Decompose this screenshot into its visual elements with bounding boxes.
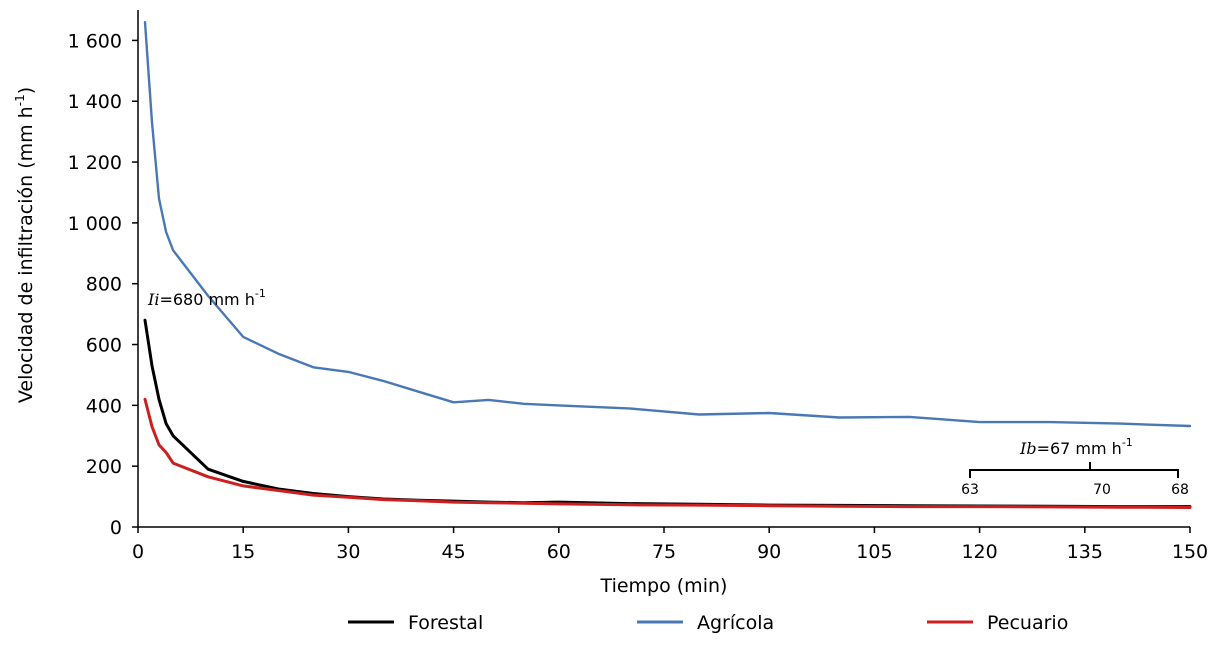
series-line-agricola — [143, 21, 1192, 428]
ib-value-2: 70 — [1093, 482, 1111, 498]
x-tick-label: 120 — [961, 541, 997, 563]
ib-value-1: 63 — [961, 482, 979, 498]
y-tick-label: 1 600 — [68, 30, 122, 52]
annotations: Ii=680 mm h-1 Ib=67 mm h-1 63 70 68 — [147, 287, 1189, 498]
x-tick-label: 150 — [1172, 541, 1208, 563]
y-tick-label: 0 — [110, 517, 122, 539]
series-line-pecuario — [143, 397, 1192, 509]
x-tick-label: 30 — [336, 541, 360, 563]
x-tick-label: 45 — [442, 541, 466, 563]
x-axis-title: Tiempo (min) — [600, 575, 728, 597]
axes: 0 15 30 45 60 75 90 105 120 135 150 0 200 400 600 800 1 … — [68, 10, 1208, 563]
legend-label: Forestal — [408, 612, 483, 634]
legend: Forestal Agrícola Pecuario — [348, 612, 1068, 634]
legend-label: Agrícola — [697, 612, 774, 634]
x-tick-label: 135 — [1067, 541, 1103, 563]
basic-infiltration-annotation: Ib=67 mm h-1 — [1019, 436, 1133, 458]
series-layer — [143, 21, 1192, 509]
x-tick-label: 15 — [231, 541, 255, 563]
y-tick-label: 400 — [86, 395, 122, 417]
x-tick-label: 0 — [132, 541, 144, 563]
basic-infiltration-bracket — [969, 462, 1179, 478]
legend-label: Pecuario — [987, 612, 1068, 634]
y-tick-label: 600 — [86, 335, 122, 357]
ib-value-3: 68 — [1171, 482, 1189, 498]
x-tick-label: 105 — [856, 541, 892, 563]
y-tick-label: 1 000 — [68, 213, 122, 235]
x-tick-label: 75 — [652, 541, 676, 563]
initial-infiltration-annotation: Ii=680 mm h-1 — [147, 287, 266, 309]
x-tick-label: 60 — [547, 541, 571, 563]
y-axis-title: Velocidad de infiltración (mm h-1) — [13, 87, 37, 403]
y-tick-label: 1 200 — [68, 152, 122, 174]
y-tick-label: 1 400 — [68, 91, 122, 113]
x-tick-label: 90 — [757, 541, 781, 563]
y-tick-label: 200 — [86, 456, 122, 478]
y-tick-label: 800 — [86, 274, 122, 296]
series-line-forestal — [143, 318, 1192, 509]
